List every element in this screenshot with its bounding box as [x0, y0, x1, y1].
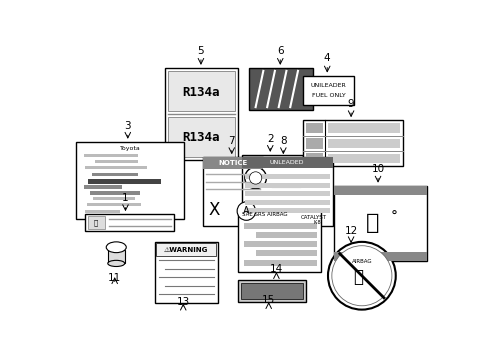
- Bar: [305, 153, 322, 164]
- Bar: [238, 280, 305, 302]
- Bar: [167, 117, 234, 157]
- Bar: [244, 260, 317, 266]
- Text: UNILEADER: UNILEADER: [310, 83, 346, 88]
- Bar: [87, 216, 104, 229]
- Bar: [84, 154, 138, 157]
- Ellipse shape: [107, 260, 124, 266]
- Text: 9: 9: [347, 99, 354, 109]
- Bar: [305, 138, 322, 149]
- Bar: [255, 232, 317, 238]
- Circle shape: [331, 246, 391, 306]
- Bar: [85, 166, 147, 170]
- Bar: [107, 249, 124, 264]
- Text: 🚗: 🚗: [94, 219, 98, 226]
- Bar: [249, 68, 312, 110]
- Bar: [241, 283, 302, 299]
- Bar: [241, 155, 303, 201]
- Bar: [327, 123, 400, 132]
- Text: A: A: [243, 206, 249, 216]
- Bar: [305, 122, 322, 133]
- Text: 2: 2: [266, 134, 273, 144]
- Bar: [333, 186, 426, 195]
- Bar: [167, 71, 234, 111]
- Text: °: °: [390, 210, 397, 224]
- Bar: [84, 185, 122, 189]
- Text: 15: 15: [262, 295, 275, 305]
- Bar: [164, 68, 238, 160]
- Text: AIRBAG: AIRBAG: [351, 259, 371, 264]
- Text: R134a: R134a: [182, 131, 220, 144]
- Bar: [303, 76, 353, 105]
- Circle shape: [237, 202, 255, 220]
- Text: NOTICE: NOTICE: [218, 160, 247, 166]
- Bar: [76, 142, 183, 219]
- Bar: [241, 157, 332, 168]
- Text: 👶: 👶: [352, 268, 362, 286]
- Text: FUEL ONLY: FUEL ONLY: [311, 93, 345, 98]
- Circle shape: [249, 172, 261, 184]
- Bar: [87, 179, 161, 184]
- Text: X: X: [208, 201, 219, 219]
- Text: Toyota: Toyota: [120, 147, 140, 151]
- Circle shape: [244, 167, 266, 189]
- Text: UNLEADED: UNLEADED: [269, 160, 304, 165]
- Circle shape: [327, 242, 395, 310]
- Bar: [241, 157, 332, 226]
- Bar: [90, 191, 140, 195]
- Text: 🧤: 🧤: [365, 213, 379, 233]
- Text: 4: 4: [323, 53, 330, 63]
- Text: 1: 1: [122, 193, 128, 203]
- Bar: [244, 199, 329, 205]
- Bar: [327, 139, 400, 148]
- Text: ⚠WARNING: ⚠WARNING: [164, 247, 208, 253]
- Bar: [244, 183, 329, 188]
- Bar: [255, 250, 317, 256]
- Bar: [244, 174, 329, 180]
- Bar: [93, 197, 135, 200]
- Text: 13: 13: [176, 297, 189, 307]
- Text: 14: 14: [269, 264, 283, 274]
- Text: R134a: R134a: [182, 86, 220, 99]
- Bar: [327, 154, 400, 163]
- Text: SAE SRS AIRBAG: SAE SRS AIRBAG: [241, 212, 287, 217]
- Bar: [87, 203, 141, 206]
- Text: 12: 12: [344, 226, 357, 237]
- Text: 6: 6: [276, 45, 283, 55]
- Bar: [244, 208, 329, 213]
- Bar: [91, 172, 138, 176]
- Text: 11: 11: [108, 273, 121, 283]
- Text: 7: 7: [228, 136, 235, 147]
- Bar: [154, 242, 218, 303]
- Ellipse shape: [106, 242, 126, 253]
- Bar: [333, 252, 426, 261]
- Bar: [85, 214, 174, 231]
- Bar: [238, 209, 321, 272]
- Text: K-8: K-8: [313, 220, 321, 225]
- Bar: [203, 157, 263, 170]
- Bar: [244, 191, 329, 197]
- Text: 10: 10: [371, 164, 384, 174]
- Bar: [203, 157, 263, 226]
- Text: 5: 5: [197, 45, 204, 55]
- Text: 8: 8: [280, 136, 286, 147]
- Text: CATALYST: CATALYST: [300, 215, 325, 220]
- Bar: [333, 186, 426, 261]
- Bar: [303, 120, 403, 166]
- Bar: [156, 243, 216, 256]
- Bar: [85, 210, 120, 213]
- Bar: [95, 160, 138, 163]
- Bar: [244, 222, 317, 229]
- Text: 3: 3: [124, 121, 131, 131]
- Bar: [244, 241, 317, 247]
